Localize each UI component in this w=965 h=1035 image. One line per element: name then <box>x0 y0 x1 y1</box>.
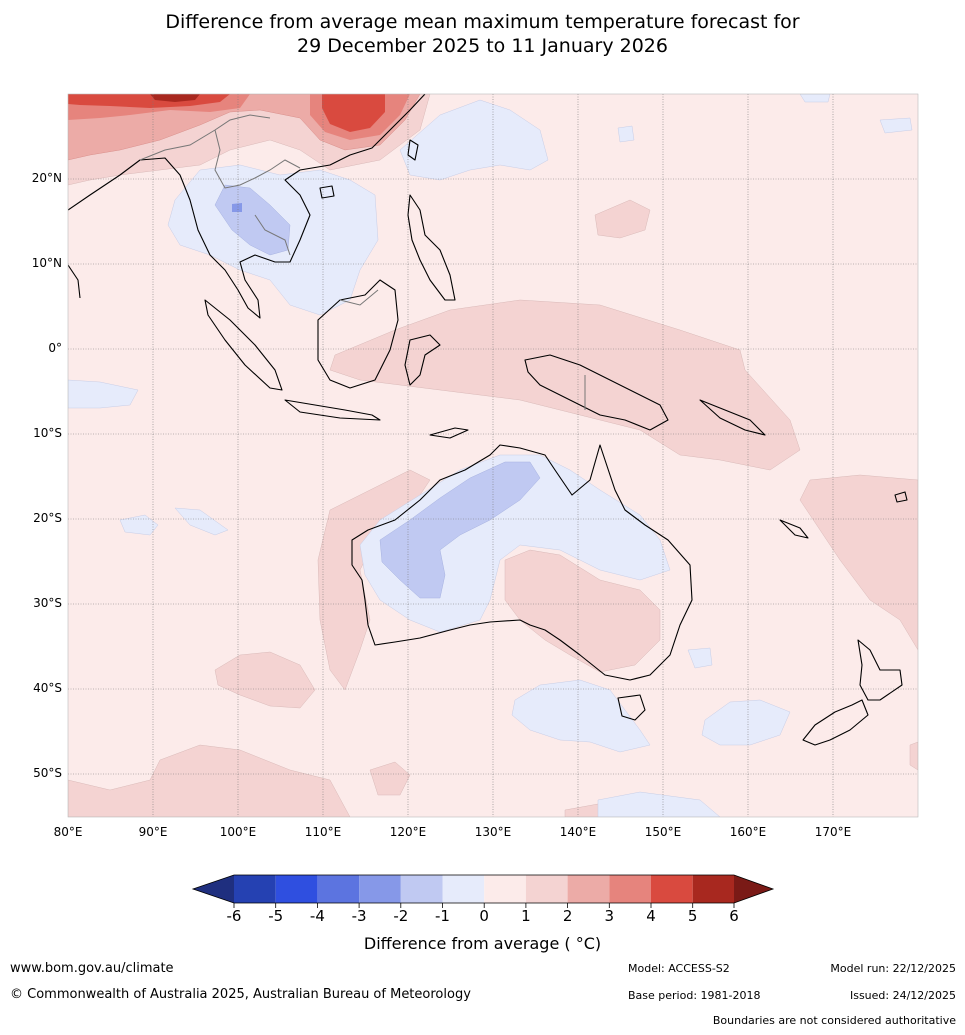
lat-label-10n: 10°N <box>31 256 62 270</box>
lat-label-0: 0° <box>48 341 62 355</box>
lon-label-150e: 150°E <box>644 825 682 839</box>
lon-label-170e: 170°E <box>814 825 852 839</box>
new-zealand-south-island <box>802 699 869 746</box>
colorbar-label: 0 <box>479 907 489 925</box>
colorbar-arrow-high <box>734 875 773 903</box>
bom-website-link[interactable]: www.bom.gov.au/climate <box>10 961 174 976</box>
map-graticule <box>68 94 918 817</box>
colorbar-bin-4-to-5 <box>651 875 693 903</box>
new-zealand-north-island <box>857 639 903 701</box>
colorbar-bin-minus4-to-minus3 <box>317 875 360 903</box>
base-period: Base period: 1981-2018 <box>628 989 761 1002</box>
colorbar-bin-minus6-to-minus5 <box>234 875 276 903</box>
timor-coastline <box>429 427 469 439</box>
lat-label-10s: 10°S <box>33 426 62 440</box>
lon-label-120e: 120°E <box>389 825 427 839</box>
map-frame <box>67 93 919 818</box>
colorbar-label: -1 <box>435 907 450 925</box>
colorbar-label: 5 <box>687 907 698 925</box>
colorbar-label: 6 <box>729 907 739 925</box>
colorbar-arrow-low <box>193 875 234 903</box>
map-area <box>68 94 918 817</box>
anomaly-warm-5-to-6 <box>150 94 200 102</box>
colorbar-bin-0-to-1 <box>484 875 526 903</box>
colorbar-label: -4 <box>309 907 325 925</box>
anomaly-cool-minus2-to-minus1 <box>214 184 541 599</box>
title-line-2: 29 December 2025 to 11 January 2026 <box>297 35 668 57</box>
lat-label-40s: 40°S <box>33 681 62 695</box>
sulawesi-coastline <box>404 334 441 386</box>
issued-date: Issued: 24/12/2025 <box>849 989 956 1002</box>
colorbar-bin-minus3-to-minus2 <box>359 875 401 903</box>
colorbar-label: -6 <box>226 907 242 925</box>
colorbar-bin-minus1-to-0 <box>442 875 485 903</box>
colorbar-bin-minus2-to-minus1 <box>400 875 443 903</box>
country-borders <box>139 114 586 410</box>
colorbar-label: 1 <box>521 907 531 925</box>
lon-label-80e: 80°E <box>53 825 83 839</box>
colorbar-bin-1-to-2 <box>525 875 568 903</box>
lon-label-110e: 110°E <box>304 825 342 839</box>
model-run-date: Model run: 22/12/2025 <box>830 962 956 975</box>
copyright-text: © Commonwealth of Australia 2025, Austra… <box>10 987 471 1002</box>
lon-label-90e: 90°E <box>138 825 168 839</box>
hainan-coastline <box>319 185 335 199</box>
colorbar-label: 4 <box>646 907 656 925</box>
lat-label-20s: 20°S <box>33 511 62 525</box>
title-line-1: Difference from average mean maximum tem… <box>165 11 800 33</box>
colorbar-title: Difference from average ( °C) <box>363 934 602 953</box>
lon-label-140e: 140°E <box>559 825 597 839</box>
colorbar-bin-2-to-3 <box>567 875 610 903</box>
asia-coastline <box>68 94 426 319</box>
model-name: Model: ACCESS-S2 <box>628 962 730 975</box>
colorbar-bin-5-to-6 <box>692 875 734 903</box>
australia-coastline <box>351 444 693 681</box>
fiji-coastline <box>894 491 908 503</box>
colorbar-label: -3 <box>351 907 367 925</box>
colorbar-bin-3-to-4 <box>609 875 651 903</box>
taiwan-coastline <box>407 139 419 161</box>
anomaly-warm-1-to-2 <box>68 94 918 817</box>
colorbar-label: -5 <box>268 907 284 925</box>
new-caledonia-coastline <box>779 519 809 539</box>
lon-label-130e: 130°E <box>474 825 512 839</box>
philippines-coastline <box>407 194 456 301</box>
lat-label-30s: 30°S <box>33 596 62 610</box>
colorbar-label: 3 <box>604 907 615 925</box>
colorbar-label: -2 <box>393 907 409 925</box>
lon-label-100e: 100°E <box>219 825 257 839</box>
new-guinea-coastline <box>524 354 669 431</box>
lat-label-20n: 20°N <box>31 171 62 185</box>
boundaries-disclaimer: Boundaries are not considered authoritat… <box>712 1014 956 1027</box>
india-sri-lanka-coastline <box>68 264 81 299</box>
anomaly-cool-minus3-to-minus2 <box>232 203 242 212</box>
coastlines <box>68 94 908 746</box>
lat-label-50s: 50°S <box>33 766 62 780</box>
solomon-islands-coastline <box>699 399 766 436</box>
sumatra-coastline <box>204 299 283 391</box>
tasmania-coastline <box>617 694 646 721</box>
colorbar-label: 2 <box>562 907 573 925</box>
colorbar <box>191 874 775 908</box>
lon-label-160e: 160°E <box>729 825 767 839</box>
chart-title: Difference from average mean maximum tem… <box>0 10 965 58</box>
colorbar-bin-minus5-to-minus4 <box>275 875 318 903</box>
java-coastline <box>284 399 381 421</box>
borneo-coastline <box>317 279 399 389</box>
